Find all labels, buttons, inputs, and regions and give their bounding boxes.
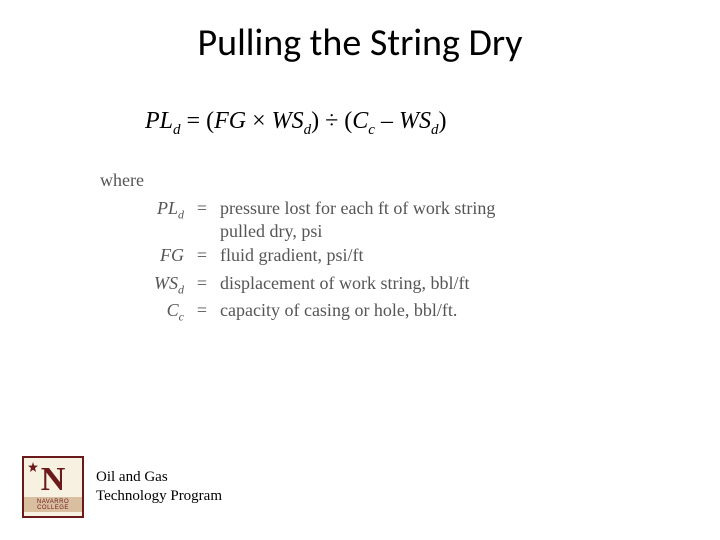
- footer: N NAVARRO COLLEGE Oil and Gas Technology…: [22, 456, 222, 518]
- footer-line2: Technology Program: [96, 487, 222, 506]
- formula-close2: ): [438, 108, 446, 134]
- logo-letter: N: [41, 463, 66, 497]
- main-formula: PLd = (FG × WSd) ÷ (Cc – WSd): [145, 108, 446, 139]
- where-block: where PLd = pressure lost for each ft of…: [100, 170, 580, 326]
- def-desc: capacity of casing or hole, bbl/ft.: [214, 298, 544, 326]
- slide-title: Pulling the String Dry: [0, 20, 720, 66]
- def-eq: =: [190, 196, 214, 243]
- def-desc: fluid gradient, psi/ft: [214, 243, 544, 271]
- formula-lhs-sub: d: [173, 122, 181, 138]
- table-row: Cc = capacity of casing or hole, bbl/ft.: [130, 298, 544, 326]
- formula-div: ÷: [319, 108, 344, 134]
- table-row: FG = fluid gradient, psi/ft: [130, 243, 544, 271]
- formula-minus: –: [375, 108, 399, 134]
- def-desc: pressure lost for each ft of work string…: [214, 196, 544, 243]
- def-sym: PL: [157, 198, 178, 218]
- def-sub: d: [178, 208, 184, 222]
- formula-close1: ): [311, 108, 319, 134]
- def-eq: =: [190, 271, 214, 299]
- formula-t4: WS: [399, 108, 431, 134]
- formula-t2: WS: [272, 108, 304, 134]
- def-eq: =: [190, 298, 214, 326]
- definitions-table: PLd = pressure lost for each ft of work …: [130, 196, 544, 326]
- footer-line1: Oil and Gas: [96, 468, 222, 487]
- def-desc: displacement of work string, bbl/ft: [214, 271, 544, 299]
- formula-t2-sub: d: [304, 122, 312, 138]
- logo-subtext: NAVARRO COLLEGE: [24, 497, 82, 512]
- formula-open1: (: [206, 108, 214, 134]
- where-label: where: [100, 170, 580, 191]
- formula-t3-sub: c: [368, 122, 375, 138]
- footer-text: Oil and Gas Technology Program: [96, 468, 222, 506]
- def-sub: d: [178, 282, 184, 296]
- def-sub: c: [179, 310, 184, 324]
- formula-t3: C: [352, 108, 368, 134]
- formula-mul: ×: [246, 108, 272, 134]
- def-eq: =: [190, 243, 214, 271]
- star-icon: [28, 462, 38, 472]
- def-sym: FG: [160, 245, 184, 265]
- formula-eq: =: [181, 108, 207, 134]
- formula-lhs-sym: PL: [145, 108, 173, 134]
- formula-t1: FG: [214, 108, 246, 134]
- def-sym: C: [167, 300, 179, 320]
- table-row: WSd = displacement of work string, bbl/f…: [130, 271, 544, 299]
- table-row: PLd = pressure lost for each ft of work …: [130, 196, 544, 243]
- def-sym: WS: [154, 273, 178, 293]
- navarro-logo: N NAVARRO COLLEGE: [22, 456, 84, 518]
